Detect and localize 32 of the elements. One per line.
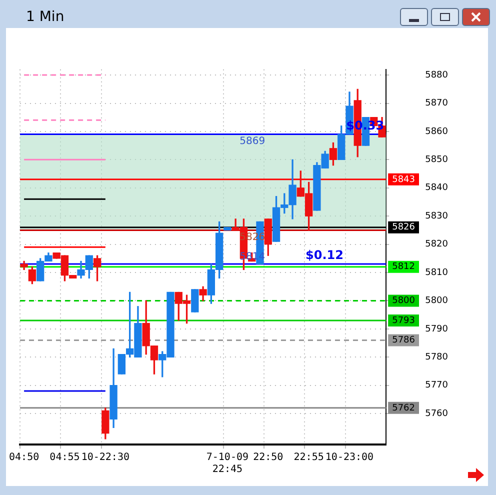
ref-line-label: 5843 bbox=[392, 174, 415, 185]
y-tick-label: 5880 bbox=[425, 70, 448, 80]
x-tick-label: 04:55 bbox=[50, 452, 80, 464]
x-tick-label: 10-23:00 bbox=[325, 452, 374, 464]
x-tick-label: 10-22:30 bbox=[81, 452, 130, 464]
x-tick-label: 22:50 bbox=[253, 452, 284, 464]
y-tick-label: 5770 bbox=[425, 380, 448, 391]
y-tick-label: 5860 bbox=[425, 126, 448, 137]
x-tick-label: 7-10-09 22:45 bbox=[206, 452, 249, 476]
y-tick-label: 5840 bbox=[425, 183, 448, 194]
y-tick-label: 5830 bbox=[425, 211, 448, 222]
chart-title: 1 Min bbox=[25, 9, 66, 25]
y-tick-label: 5820 bbox=[425, 240, 448, 250]
y-tick-label: 5810 bbox=[425, 268, 448, 278]
ref-line-label: 5826 bbox=[392, 222, 416, 233]
y-tick-label: 5800 bbox=[425, 296, 448, 306]
annotation: 5826 bbox=[240, 232, 266, 243]
y-tick-label: 5780 bbox=[425, 352, 448, 362]
annotation: $0.12 bbox=[306, 248, 344, 262]
ref-line-label: 5786 bbox=[392, 336, 416, 346]
x-tick-label: 22:55 bbox=[294, 452, 324, 464]
y-tick-label: 5790 bbox=[425, 324, 448, 334]
annotation: 5869 bbox=[240, 136, 266, 147]
y-tick-label: 5850 bbox=[425, 155, 448, 166]
x-tick-label: 04:50 bbox=[8, 452, 40, 464]
y-tick-label: 5870 bbox=[425, 98, 448, 109]
ref-line-label: 5793 bbox=[392, 316, 415, 326]
annotation: $0.33 bbox=[346, 118, 384, 132]
ref-line-label: 5762 bbox=[392, 403, 415, 414]
ref-line-label: 5812 bbox=[392, 262, 415, 272]
ref-line-label: 5800 bbox=[392, 296, 416, 306]
y-tick-label: 5760 bbox=[425, 408, 448, 419]
